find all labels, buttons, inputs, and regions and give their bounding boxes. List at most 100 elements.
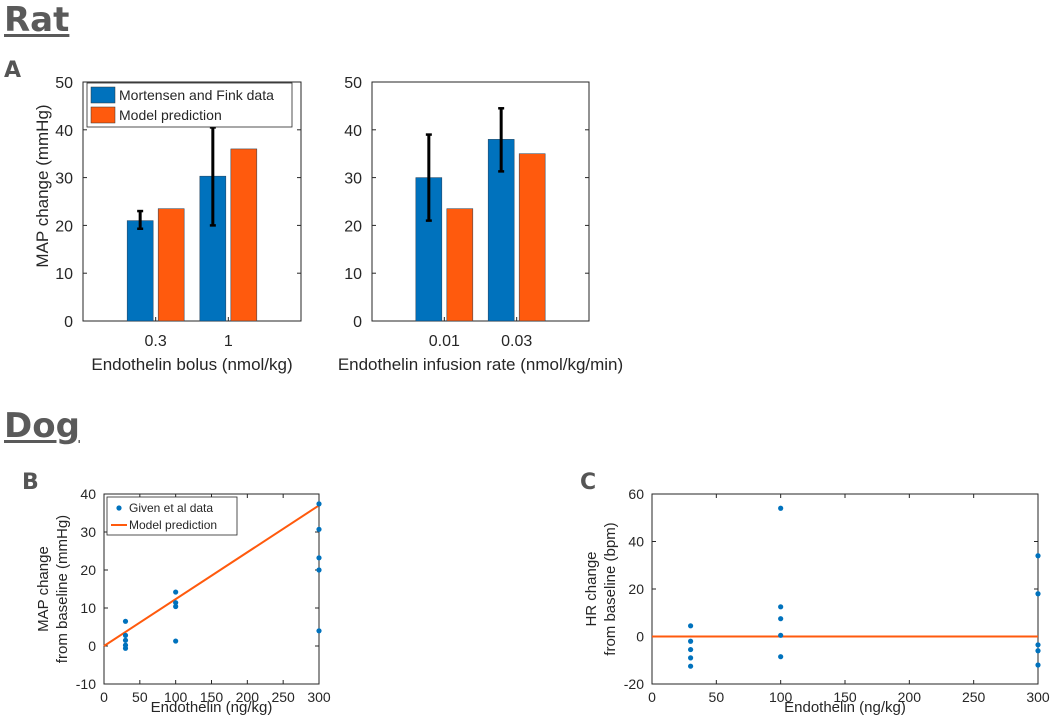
rat-infusion-bar-model xyxy=(518,153,546,322)
dog-map-xtick-label: 150 xyxy=(200,689,224,705)
rat-bolus-legend-swatch xyxy=(90,106,116,124)
dog-map-data-point xyxy=(173,638,179,644)
dog-map-data-point xyxy=(316,628,322,634)
rat-bolus-chart: 0 10 20 30 40 50 0.3 1 Endothelin bolus (nmol/kg… xyxy=(33,75,302,374)
rat-bolus-legend-label: Mortensen and Fink data xyxy=(119,87,274,103)
dog-hr-xtick-label: 300 xyxy=(1026,689,1050,705)
rat-infusion-xtick-label: 0.03 xyxy=(501,333,532,350)
dog-map-data-point xyxy=(316,555,322,561)
rat-infusion-xlabel: Endothelin infusion rate (nmol/kg/min) xyxy=(338,355,623,374)
dog-map-data-point xyxy=(122,618,129,624)
dog-map-xtick-label: 200 xyxy=(236,689,260,705)
dog-map-data-point xyxy=(316,501,322,507)
rat-bolus-xtick-label: 1 xyxy=(224,333,233,350)
dog-hr-data-point xyxy=(778,604,784,610)
dog-hr-xlabel: Endothelin (ng/kg) xyxy=(784,699,906,716)
dog-hr-ytick-label: -20 xyxy=(624,676,644,692)
dog-map-legend-box xyxy=(106,496,238,536)
dog-map-ytick-label: 10 xyxy=(80,600,96,616)
rat-infusion-bar-model xyxy=(446,208,474,322)
rat-infusion-ytick-label: 50 xyxy=(344,75,362,92)
dog-map-data-point xyxy=(122,645,129,651)
rat-bolus-bar-model xyxy=(157,208,185,322)
rat-infusion-axes-box xyxy=(371,81,590,322)
dog-hr-data-point xyxy=(688,655,694,661)
panel-label-a: A xyxy=(4,58,22,83)
dog-map-ytick-label: 0 xyxy=(88,638,96,654)
dog-map-model-line xyxy=(103,504,320,647)
dog-map-ylabel-line: from baseline (mmHg) xyxy=(54,515,71,663)
dog-hr-ylabel-line: from baseline (bpm) xyxy=(602,522,619,655)
dog-map-xlabel: Endothelin (ng/kg) xyxy=(151,699,273,716)
rat-bolus-xtick-label: 0.3 xyxy=(145,333,167,350)
rat-infusion-xtick-label: 0.01 xyxy=(429,333,460,350)
dog-hr-data-point xyxy=(688,646,694,653)
dog-hr-axes-box xyxy=(651,493,1039,685)
dog-map-legend-marker xyxy=(116,505,122,511)
dog-map-data-point xyxy=(122,637,129,643)
rat-infusion-ytick-label: 40 xyxy=(344,123,362,140)
panel-label-c: C xyxy=(580,470,597,495)
dog-map-data-point xyxy=(316,567,322,573)
dog-map-ytick-label: 40 xyxy=(80,486,96,502)
dog-hr-data-point xyxy=(1035,642,1041,648)
dog-hr-data-point xyxy=(1035,648,1041,654)
dog-map-xtick-label: 0 xyxy=(100,689,108,705)
dog-hr-xtick-label: 200 xyxy=(898,689,922,705)
rat-bolus-legend-label: Model prediction xyxy=(119,107,222,123)
dog-hr-ytick-label: 60 xyxy=(628,486,644,502)
rat-bolus-ytick-label: 40 xyxy=(55,123,73,140)
dog-hr-xtick-label: 0 xyxy=(648,689,656,705)
dog-map-xtick-label: 50 xyxy=(132,689,148,705)
rat-bolus-ytick-label: 50 xyxy=(55,75,73,92)
dog-map-ytick-label: -10 xyxy=(76,676,96,692)
rat-infusion-ytick-label: 10 xyxy=(344,266,362,283)
dog-hr-ytick-label: 40 xyxy=(628,534,644,550)
dog-map-ytick-label: 20 xyxy=(80,562,96,578)
rat-infusion-chart: 0 10 20 30 40 50 0.01 0.03 Endothelin infusion r… xyxy=(338,75,623,374)
rat-bolus-ytick-label: 20 xyxy=(55,218,73,235)
rat-bolus-ytick-label: 10 xyxy=(55,266,73,283)
rat-bolus-ytick-label: 30 xyxy=(55,171,73,188)
section-title-dog: Dog xyxy=(4,406,80,446)
rat-bolus-legend-swatch xyxy=(90,86,116,104)
rat-infusion-ytick-label: 0 xyxy=(353,314,362,331)
rat-bolus-xlabel: Endothelin bolus (nmol/kg) xyxy=(91,355,292,374)
dog-hr-ytick-label: 20 xyxy=(628,581,644,597)
dog-hr-data-point xyxy=(778,654,784,660)
dog-map-data-point xyxy=(122,632,129,638)
dog-map-data-point xyxy=(173,603,179,610)
dog-hr-xtick-label: 250 xyxy=(962,689,986,705)
dog-map-xtick-label: 100 xyxy=(164,689,188,705)
dog-hr-ylabel-line: HR change xyxy=(583,551,600,626)
dog-hr-data-point xyxy=(1035,662,1041,668)
rat-bolus-bar-data xyxy=(126,220,154,322)
dog-map-legend-label: Given et al data xyxy=(129,501,213,515)
dog-map-ylabel-line: MAP change xyxy=(35,546,52,632)
section-title-rat: Rat xyxy=(4,0,70,40)
dog-map-legend-label: Model prediction xyxy=(129,518,217,532)
dog-hr-data-point xyxy=(688,663,694,669)
rat-infusion-ytick-label: 30 xyxy=(344,171,362,188)
rat-bolus-bar-model xyxy=(230,148,258,322)
dog-hr-data-point xyxy=(778,616,784,622)
rat-infusion-ytick-label: 20 xyxy=(344,218,362,235)
dog-map-xtick-label: 300 xyxy=(307,689,331,705)
dog-hr-xtick-label: 100 xyxy=(769,689,793,705)
panel-label-b: B xyxy=(22,470,39,495)
rat-bolus-ytick-label: 0 xyxy=(64,314,73,331)
dog-hr-data-point xyxy=(1035,591,1041,597)
dog-map-data-point xyxy=(173,589,179,595)
rat-bolus-ylabel: MAP change (mmHg) xyxy=(33,104,52,267)
dog-hr-data-point xyxy=(778,505,784,511)
dog-hr-data-point xyxy=(778,632,784,638)
dog-hr-xtick-label: 50 xyxy=(709,689,725,705)
dog-map-data-point xyxy=(316,526,322,532)
dog-hr-xtick-label: 150 xyxy=(833,689,857,705)
dog-map-data-point xyxy=(173,600,179,606)
dog-hr-data-point xyxy=(1035,553,1041,559)
rat-bolus-legend-box xyxy=(86,82,293,128)
